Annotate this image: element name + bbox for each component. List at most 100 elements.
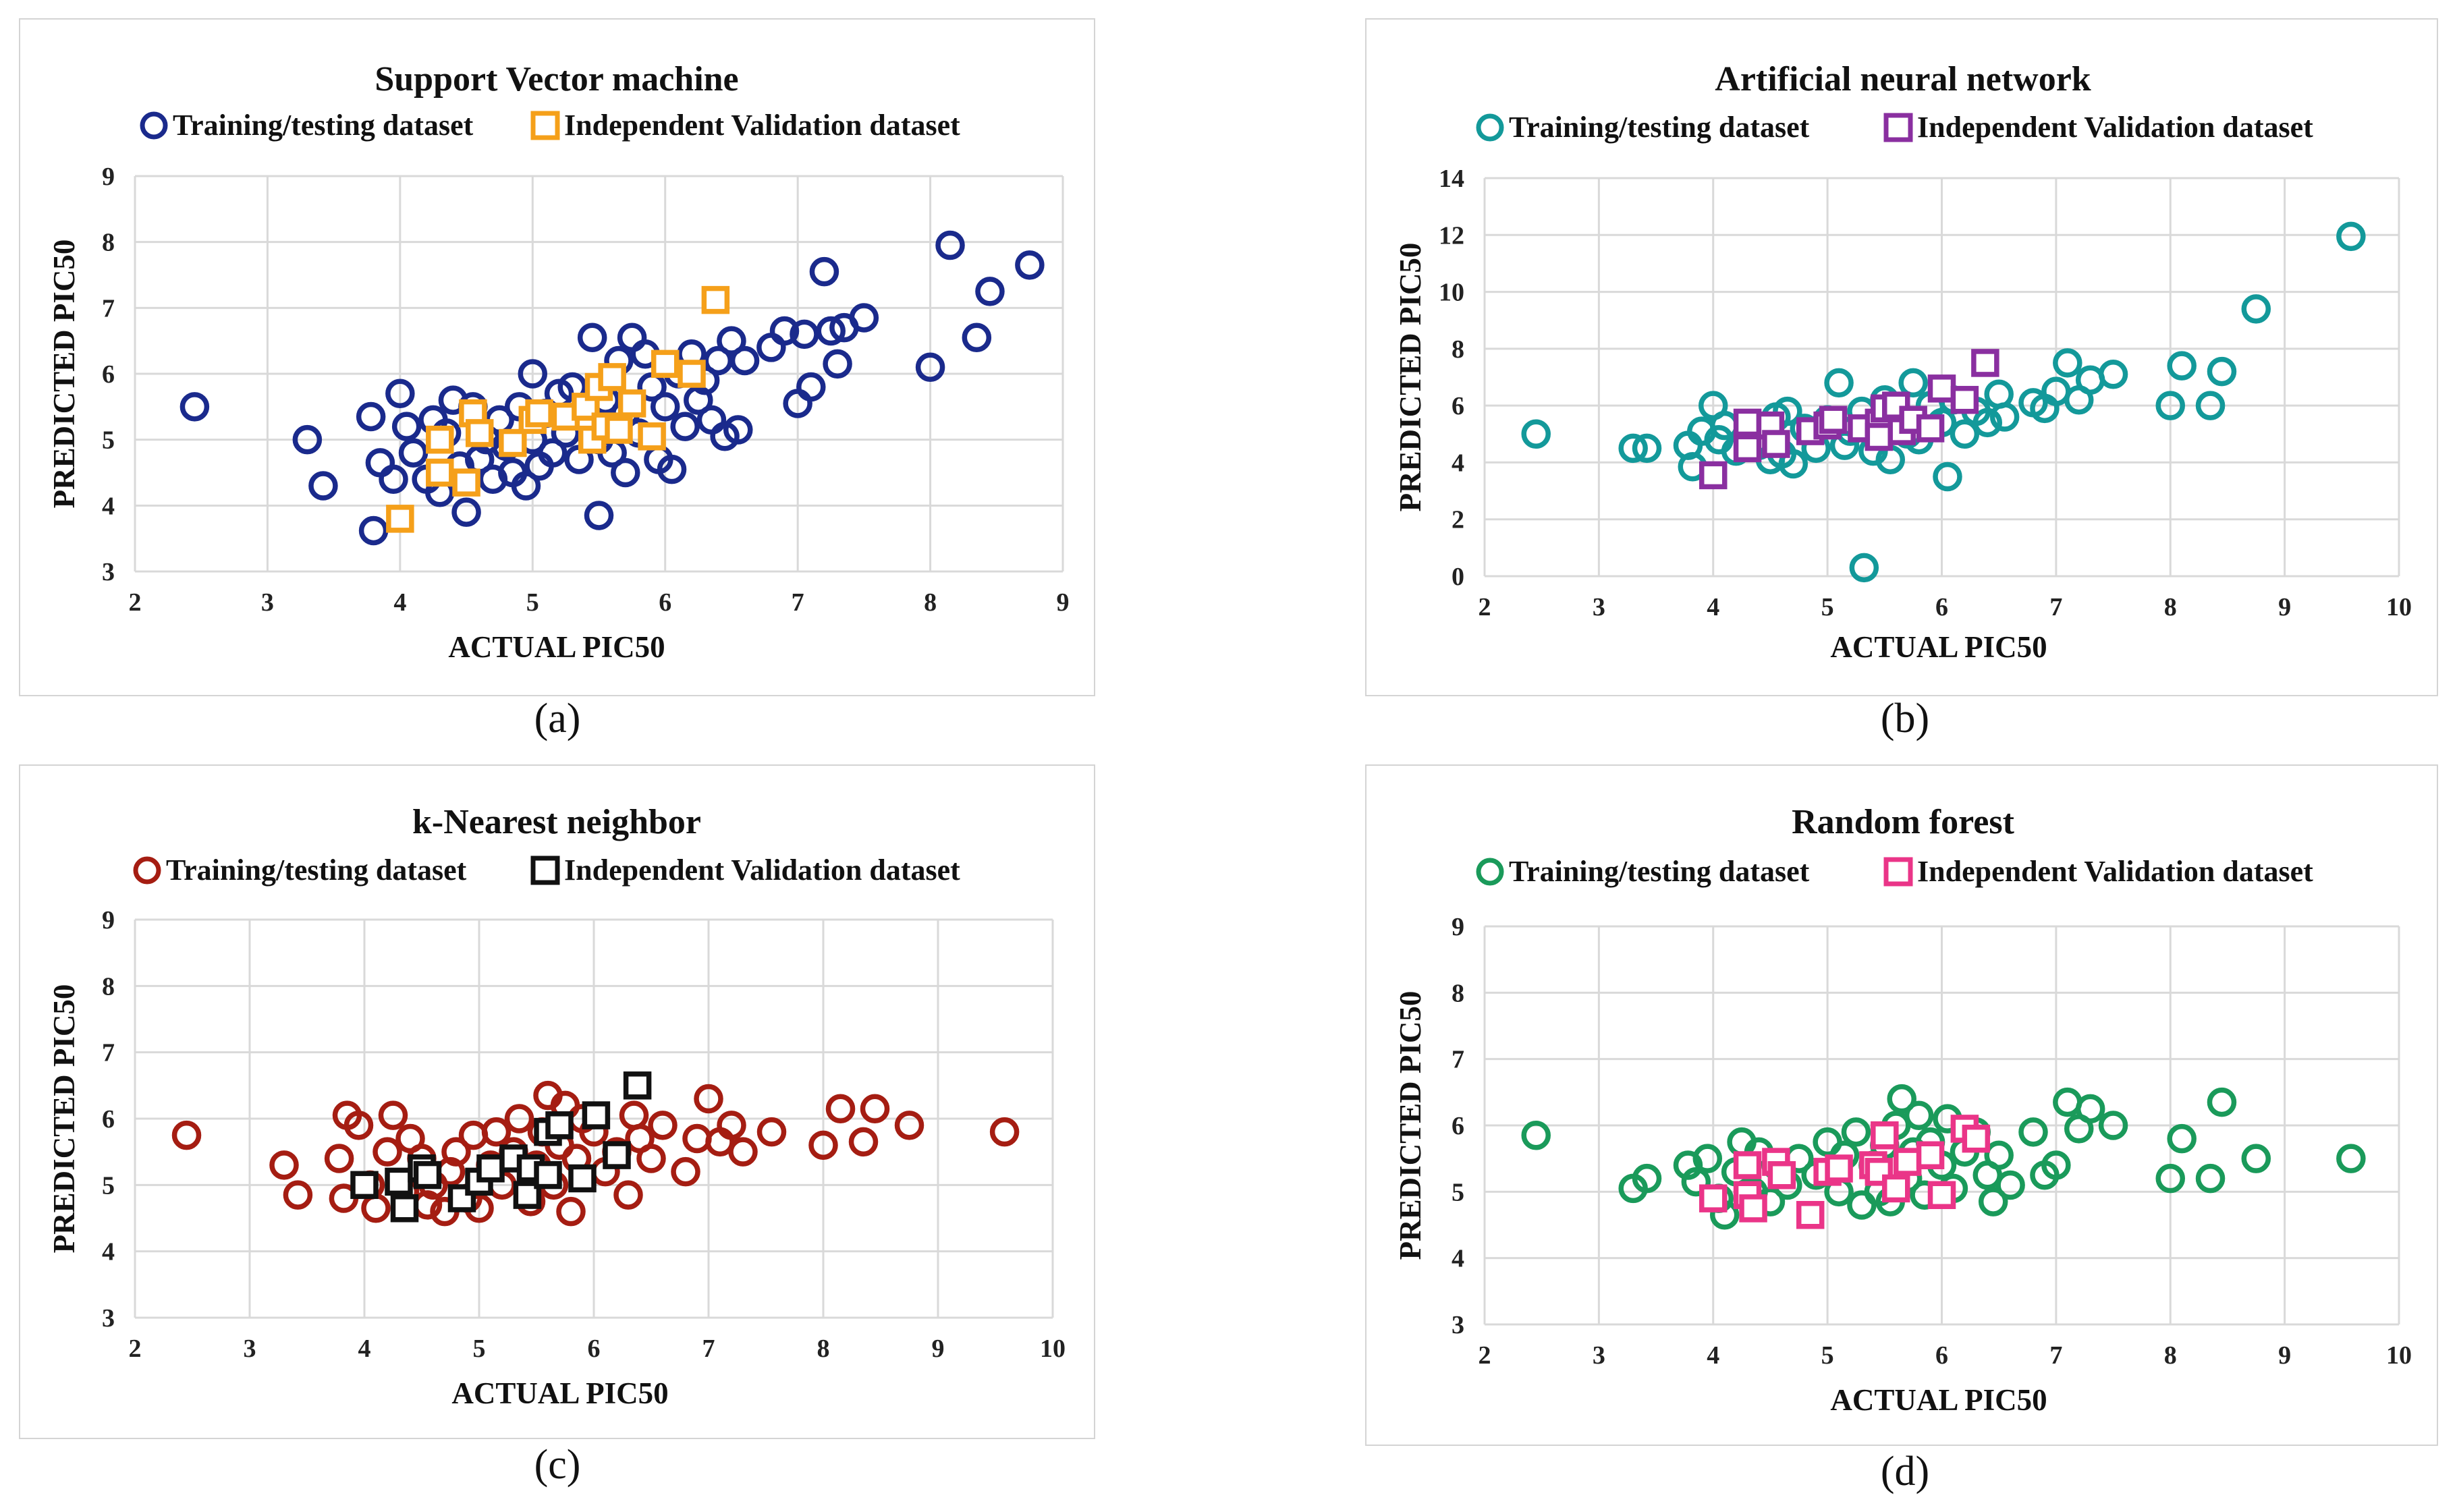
rf-training-point — [2075, 1094, 2105, 1124]
svm-training-point — [915, 352, 945, 382]
panel-label-c: (c) — [534, 1442, 581, 1488]
rf-ytick-label: 3 — [1452, 1311, 1464, 1339]
knn-validation-point — [385, 1167, 413, 1196]
knn-training-point — [171, 1120, 202, 1150]
knn-xtick-label: 8 — [817, 1335, 830, 1363]
svm-training-point — [356, 401, 386, 432]
svm-training-point — [670, 412, 700, 441]
knn-xtick-label: 9 — [932, 1335, 945, 1363]
svm-legend-label: Independent Validation dataset — [564, 109, 960, 142]
knn-ytick-label: 9 — [102, 906, 115, 934]
ann-legend-label: Training/testing dataset — [1509, 111, 1810, 144]
knn-validation-point — [623, 1071, 652, 1100]
knn-ytick-label: 6 — [102, 1105, 115, 1133]
knn-validation-point — [476, 1154, 505, 1183]
rf-validation-point — [1699, 1184, 1728, 1212]
knn-training-point — [894, 1111, 924, 1140]
rf-training-point — [2098, 1111, 2128, 1140]
svm-training-point — [511, 471, 541, 501]
ann-validation-point — [1733, 408, 1762, 437]
ann-legend-marker-training — [1476, 113, 1504, 142]
ann-xtick-label: 7 — [2049, 593, 2062, 621]
knn-training-point — [378, 1100, 408, 1130]
rf-ylabel: PREDICTED PIC50 — [1393, 991, 1427, 1260]
knn-training-point — [728, 1137, 758, 1167]
ann-ytick-label: 4 — [1452, 449, 1464, 477]
ann-ytick-label: 14 — [1439, 165, 1464, 193]
svm-training-point — [717, 326, 746, 356]
ann-training-point — [2155, 391, 2185, 420]
rf-legend-label: Independent Validation dataset — [1917, 855, 2313, 888]
svm-training-point — [756, 333, 786, 362]
knn-xtick-label: 10 — [1040, 1335, 1066, 1363]
svm-training-point — [849, 303, 879, 333]
knn-xtick-label: 2 — [129, 1335, 142, 1363]
svm-training-point — [935, 230, 965, 260]
rf-validation-point — [1825, 1154, 1853, 1183]
knn-legend-marker-training — [133, 856, 161, 885]
rf-xtick-label: 4 — [1707, 1341, 1719, 1370]
ann-validation-point — [1865, 422, 1894, 451]
svm-xtick-label: 6 — [659, 588, 671, 617]
knn-ytick-label: 4 — [102, 1238, 115, 1266]
ann-title: Artificial neural network — [1715, 60, 2091, 99]
rf-training-point — [1692, 1144, 1723, 1173]
svm-training-point — [1015, 250, 1045, 280]
ann-training-point — [1521, 419, 1551, 449]
svm-ytick-label: 4 — [102, 492, 115, 520]
svm-xtick-label: 8 — [924, 588, 937, 617]
svm-training-point — [451, 497, 481, 527]
svm-training-point — [611, 457, 640, 488]
rf-validation-point — [1796, 1201, 1825, 1229]
knn-validation-point — [603, 1141, 631, 1169]
ann-training-point — [1824, 368, 1854, 398]
svm-training-point — [391, 412, 422, 441]
svm-xtick-label: 7 — [792, 588, 804, 617]
rf-training-point — [2336, 1144, 2366, 1173]
rf-xlabel: ACTUAL PIC50 — [1830, 1383, 2047, 1417]
svm-training-point — [577, 323, 607, 353]
knn-training-point — [694, 1084, 723, 1114]
rf-xtick-label: 10 — [2386, 1341, 2412, 1370]
rf-xtick-label: 9 — [2278, 1341, 2291, 1370]
svm-validation-point — [598, 363, 626, 391]
ann-legend-marker-validation — [1883, 113, 1913, 142]
ann-xtick-label: 4 — [1707, 593, 1719, 621]
knn-validation-point — [568, 1164, 597, 1193]
svm-validation-point — [638, 422, 666, 451]
panel-label-b: (b) — [1880, 696, 1930, 741]
panel-ann: 2 3 4 5 6 7 8 9 10 0 2 4 6 8 10 12 14 Artificial neural n… — [1365, 18, 2438, 696]
ann-training-point — [1933, 461, 1962, 492]
rf-legend-marker-training — [1476, 858, 1504, 886]
knn-training-point — [458, 1120, 489, 1150]
svm-training-point — [823, 349, 852, 379]
rf-validation-point — [1871, 1121, 1899, 1150]
ann-ytick-label: 12 — [1439, 221, 1464, 250]
knn-xtick-label: 3 — [244, 1335, 256, 1363]
knn-validation-point — [390, 1194, 419, 1223]
svm-ytick-label: 5 — [102, 426, 115, 455]
ann-ytick-label: 6 — [1452, 392, 1464, 420]
svm-ytick-label: 9 — [102, 163, 115, 191]
svm-validation-point — [701, 285, 730, 314]
knn-training-point — [808, 1130, 838, 1160]
svm-training-point — [385, 379, 415, 409]
knn-training-point — [504, 1104, 534, 1133]
rf-ytick-label: 9 — [1452, 913, 1464, 941]
panel-svm: 2 3 4 5 6 7 8 9 3 4 5 6 7 8 9 Support Vector machine ACT… — [19, 18, 1095, 696]
knn-training-point — [372, 1137, 402, 1167]
knn-training-point — [343, 1111, 374, 1140]
knn-xtick-label: 5 — [473, 1335, 486, 1363]
ann-xtick-label: 8 — [2164, 593, 2177, 621]
knn-training-point — [441, 1137, 471, 1167]
knn-training-point — [989, 1117, 1020, 1147]
ann-training-point — [1989, 402, 2020, 432]
svm-training-point — [584, 501, 614, 530]
rf-training-point — [2018, 1117, 2048, 1147]
ann-ytick-label: 0 — [1452, 563, 1464, 591]
rf-xtick-label: 8 — [2164, 1341, 2177, 1370]
svm-title: Support Vector machine — [375, 60, 738, 99]
ann-xtick-label: 9 — [2278, 593, 2291, 621]
